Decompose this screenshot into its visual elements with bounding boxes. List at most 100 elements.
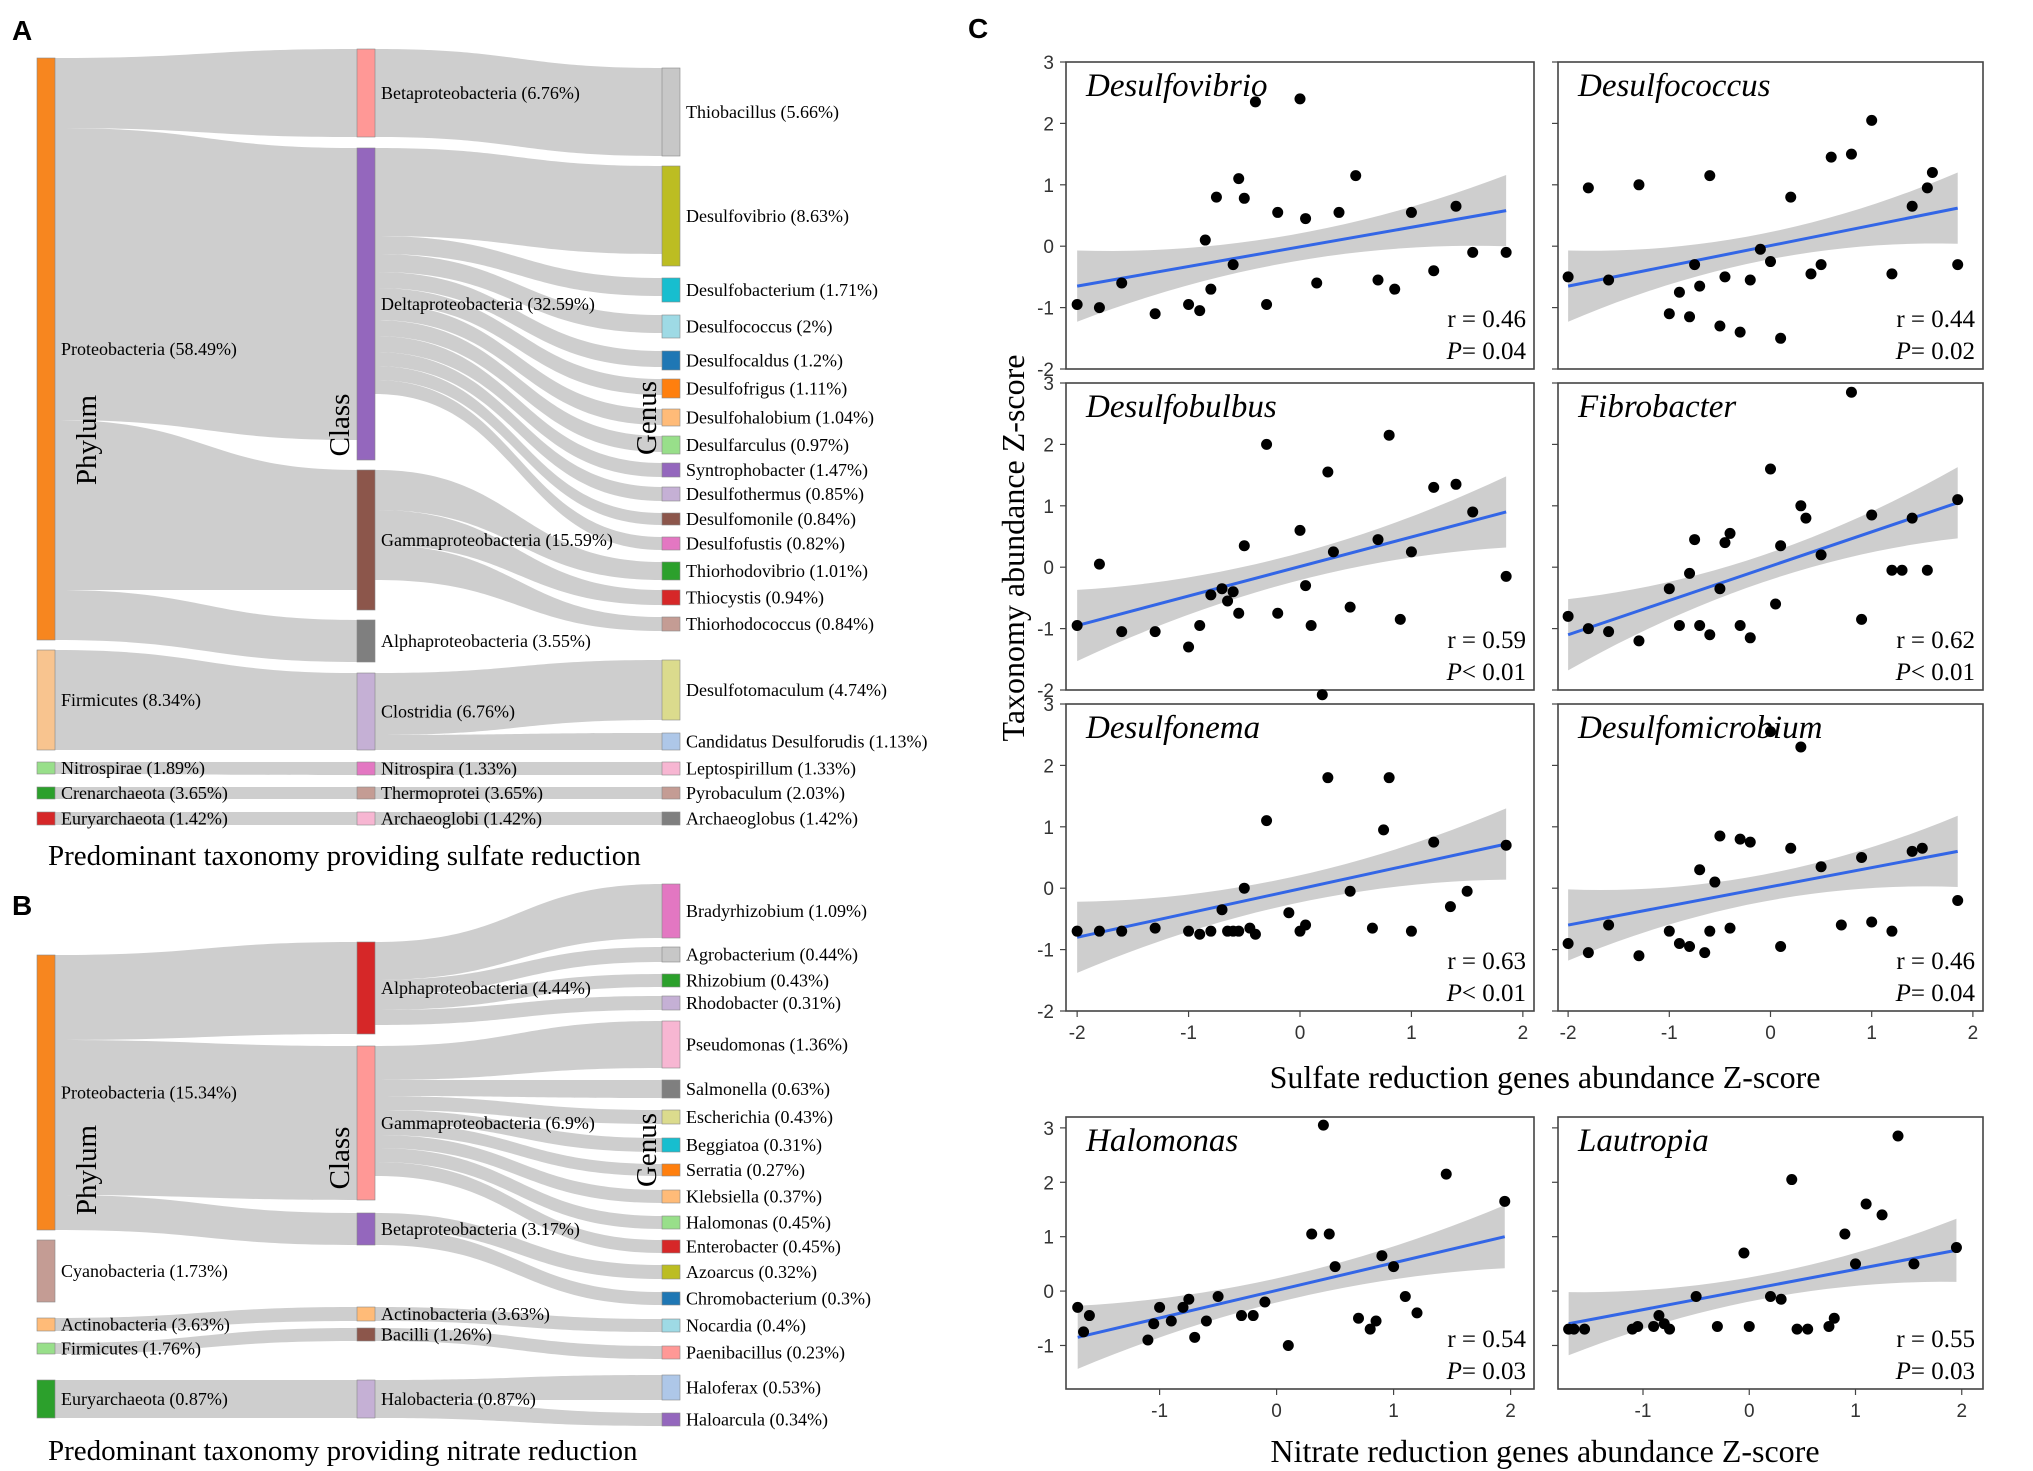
data-point	[1083, 1310, 1095, 1322]
sankey-link-class-genus	[375, 380, 662, 550]
sankey-label-genus: Halomonas (0.45%)	[686, 1213, 831, 1234]
sankey-node-genus	[661, 165, 681, 267]
data-point	[1653, 1310, 1665, 1322]
data-point	[1823, 1320, 1835, 1332]
sankey-link-class-genus	[375, 1110, 662, 1152]
sankey-link-class-genus	[375, 545, 662, 631]
regression-line	[1076, 842, 1507, 939]
data-point	[1689, 534, 1701, 546]
data-point	[1892, 1130, 1904, 1142]
sankey-node-genus	[661, 616, 681, 632]
data-point	[1199, 234, 1211, 246]
data-point	[1261, 815, 1273, 827]
sankey-link-class-genus	[375, 787, 662, 799]
data-point	[1376, 1250, 1388, 1262]
p-value-text: = 0.04	[1911, 980, 1976, 1007]
plot-title: Desulfomicrobium	[1577, 710, 1822, 746]
data-point	[1344, 601, 1356, 613]
data-point	[1078, 1326, 1090, 1338]
sankey-node-class	[356, 1212, 376, 1246]
correlation-r: r = 0.59	[1447, 627, 1526, 654]
y-tick-label: -1	[1037, 620, 1054, 641]
sankey-link-class-genus	[375, 1135, 662, 1203]
data-point	[1562, 937, 1574, 949]
sankey-link-class-genus	[375, 470, 662, 580]
sankey-label-genus: Azoarcus (0.32%)	[686, 1262, 817, 1283]
data-point	[1714, 320, 1726, 332]
sankey-node-genus	[661, 883, 681, 939]
data-point	[1795, 741, 1807, 753]
sankey-node-class	[356, 761, 376, 776]
data-point	[1283, 907, 1295, 919]
sankey-link-phylum-class	[55, 1307, 357, 1331]
plot-title: Lautropia	[1577, 1123, 1709, 1159]
sankey-node-genus	[661, 1345, 681, 1360]
data-point	[1440, 1168, 1452, 1180]
sankey-link-class-genus	[375, 1096, 662, 1124]
scatter-panel: -1 0 1 2 3 -1 0 1 2 Halomonas r = 0.54 P= 0.03	[1037, 1116, 1535, 1422]
data-point	[1353, 1312, 1364, 1324]
data-point	[1754, 243, 1766, 255]
p-value: P< 0.01	[1446, 980, 1526, 1007]
p-symbol: P	[1895, 1358, 1911, 1385]
sankey-node-genus	[661, 1374, 681, 1401]
sankey-label-class: Alphaproteobacteria (3.55%)	[381, 631, 591, 652]
sankey-node-phylum	[36, 57, 56, 641]
p-value: P= 0.04	[1446, 338, 1527, 365]
data-point	[1663, 583, 1675, 595]
sankey-label-genus: Thiocystis (0.94%)	[686, 588, 824, 609]
x-axis-title-sulfate: Sulfate reduction genes abundance Z-scor…	[1270, 1059, 1821, 1095]
data-point	[1370, 1315, 1382, 1327]
correlation-r: r = 0.55	[1896, 1326, 1975, 1353]
sankey-node-genus	[661, 1215, 681, 1230]
data-point	[1765, 256, 1776, 268]
sankey-label-class: Deltaproteobacteria (32.59%)	[381, 294, 595, 315]
sankey-node-phylum	[36, 954, 56, 1231]
scatter-panel: -2 -1 0 1 2 3 Desulfovibrio r = 0.46 P= 0.04	[1037, 53, 1535, 381]
data-point	[1709, 876, 1721, 888]
data-point	[1428, 481, 1440, 493]
data-point	[1366, 922, 1378, 934]
panel-letter-a: A	[12, 15, 32, 46]
sankey-label-class: Betaproteobacteria (3.17%)	[381, 1219, 580, 1240]
data-point	[1582, 623, 1594, 635]
sankey-link-class-genus	[375, 1021, 662, 1080]
data-point	[1183, 925, 1195, 937]
sankey-label-genus: Serratia (0.27%)	[686, 1160, 805, 1181]
x-tick-label: -1	[1661, 1023, 1678, 1044]
data-point	[1714, 830, 1726, 842]
panel-letter-b: B	[12, 890, 32, 921]
sankey-label-phylum: Firmicutes (1.76%)	[61, 1339, 201, 1360]
data-point	[1744, 836, 1756, 848]
sankey-link-class-genus	[375, 884, 662, 980]
sankey-link-class-genus	[375, 1229, 662, 1305]
phylum-title-b: Phylum	[71, 1124, 103, 1215]
sankey-node-class	[356, 1379, 376, 1419]
sankey-label-phylum: Actinobacteria (3.63%)	[61, 1315, 230, 1336]
data-point	[1684, 311, 1696, 323]
sankey-node-genus	[661, 350, 681, 371]
y-tick-label: 1	[1043, 1228, 1054, 1249]
sankey-link-class-genus	[375, 49, 662, 156]
sankey-node-genus	[661, 314, 681, 339]
data-point	[1323, 1228, 1335, 1240]
y-tick-label: 1	[1043, 497, 1054, 518]
data-point	[1142, 1334, 1154, 1346]
sankey-label-phylum: Nitrospirae (1.89%)	[61, 758, 205, 779]
sankey-node-genus	[661, 1163, 681, 1177]
x-tick-label: 1	[1388, 1401, 1399, 1422]
sankey-label-genus: Agrobacterium (0.44%)	[686, 945, 858, 966]
data-point	[1921, 564, 1933, 576]
y-tick-label: 2	[1043, 114, 1054, 135]
sankey-link-class-genus	[375, 236, 662, 296]
data-point	[1183, 299, 1195, 311]
sankey-label-phylum: Crenarchaeota (3.65%)	[61, 783, 228, 804]
sankey-link-class-genus	[375, 812, 662, 825]
scatter-panel: -2 -1 0 1 2 Desulfomicrobium r = 0.46 P= 0.04	[1552, 703, 1984, 1044]
data-point	[1450, 478, 1462, 490]
data-point	[1233, 607, 1245, 619]
y-tick-label: 2	[1043, 1173, 1054, 1194]
sankey-nitrate: Proteobacteria (15.34%) Cyanobacteria (1.…	[36, 883, 871, 1431]
data-point	[1775, 1293, 1787, 1305]
data-point	[1071, 925, 1083, 937]
